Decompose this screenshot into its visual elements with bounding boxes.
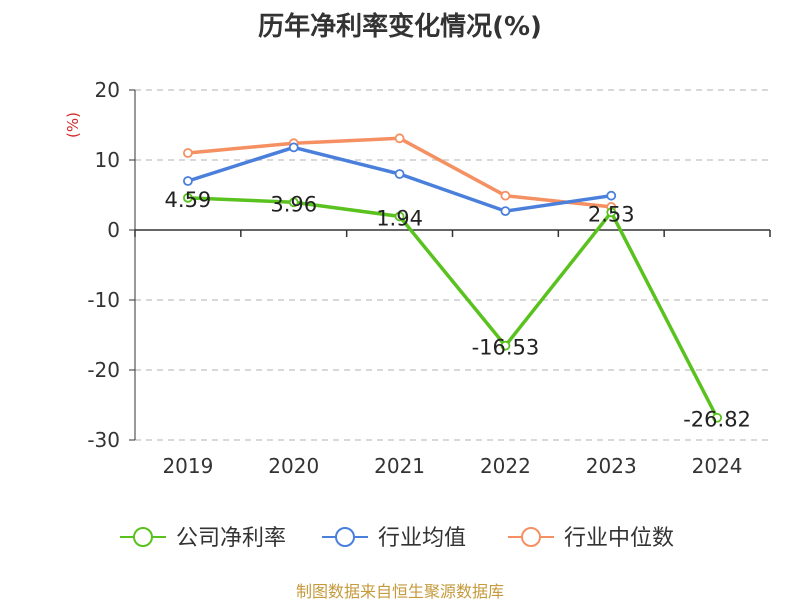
data-point [606, 190, 617, 201]
legend-marker [335, 527, 355, 547]
legend-label: 行业中位数 [564, 526, 674, 551]
y-axis-label: (%) [64, 112, 82, 138]
legend-label: 行业均值 [378, 526, 466, 551]
data-point [606, 207, 617, 218]
x-tick-label: 2022 [480, 454, 531, 478]
data-label: 1.94 [376, 206, 423, 230]
chart-title: 历年净利率变化情况(%) [258, 12, 542, 42]
y-tick-label: -10 [87, 288, 120, 312]
x-tick-label: 2020 [268, 454, 319, 478]
data-point [500, 340, 511, 351]
data-label: 3.96 [270, 192, 317, 216]
legend-marker [521, 527, 541, 547]
data-label: -26.82 [683, 408, 751, 432]
y-tick-label: 10 [95, 148, 120, 172]
data-point [394, 133, 405, 144]
x-tick-label: 2019 [162, 454, 213, 478]
data-label: -16.53 [472, 336, 540, 360]
series-line-0 [187, 196, 719, 419]
x-tick-label: 2024 [692, 454, 743, 478]
data-label: 4.59 [165, 188, 212, 212]
data-point [394, 211, 405, 222]
data-point [500, 206, 511, 217]
data-point [183, 176, 193, 186]
legend-marker [133, 527, 153, 547]
source-note: 制图数据来自恒生聚源数据库 [295, 582, 504, 601]
data-point [288, 197, 299, 208]
y-tick-label: 20 [95, 78, 120, 102]
x-tick-label: 2021 [374, 454, 425, 478]
y-tick-label: -30 [87, 428, 120, 452]
data-point [183, 192, 193, 203]
data-point [183, 148, 193, 158]
data-point [712, 412, 722, 423]
data-point [500, 190, 511, 201]
data-label: 2.53 [588, 202, 635, 226]
legend-label: 公司净利率 [176, 526, 286, 551]
y-tick-label: 0 [107, 218, 120, 242]
x-tick-label: 2023 [586, 454, 637, 478]
data-point [394, 169, 405, 179]
data-point [288, 142, 299, 153]
y-tick-label: -20 [87, 358, 120, 382]
